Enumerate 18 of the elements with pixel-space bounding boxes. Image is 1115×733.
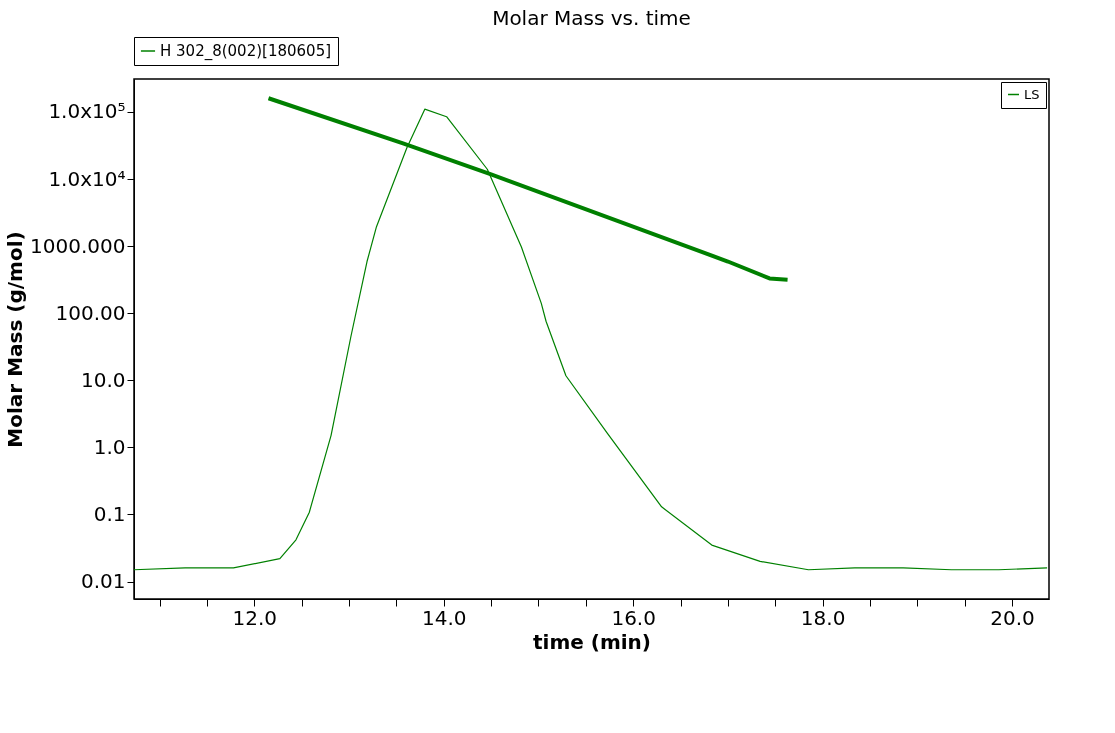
x-tick-label: 12.0 [232,605,278,630]
y-tick-label: 0.01 [80,569,126,594]
x-tick-label: 14.0 [421,605,467,630]
chart-title: Molar Mass vs. time [492,5,691,30]
y-tick-label: 100.00 [55,300,126,325]
x-tick-label: 18.0 [800,605,846,630]
y-tick-label: 1.0x10⁴ [48,166,126,191]
y-tick-label: 10.0 [80,367,126,392]
x-tick-label: 16.0 [611,605,656,630]
y-tick-label: 1.0 [93,434,126,459]
y-tick-label: 1000.000 [30,233,126,258]
x-axis-title: time (min) [533,629,651,654]
legend-label: LS [1024,86,1040,102]
legend-label: H 302_8(002)[180605] [160,42,332,61]
x-tick-label: 20.0 [990,605,1035,630]
y-tick-label: 0.1 [93,501,126,526]
y-axis-title: Molar Mass (g/mol) [3,231,28,448]
y-tick-label: 1.0x10⁵ [48,99,126,124]
